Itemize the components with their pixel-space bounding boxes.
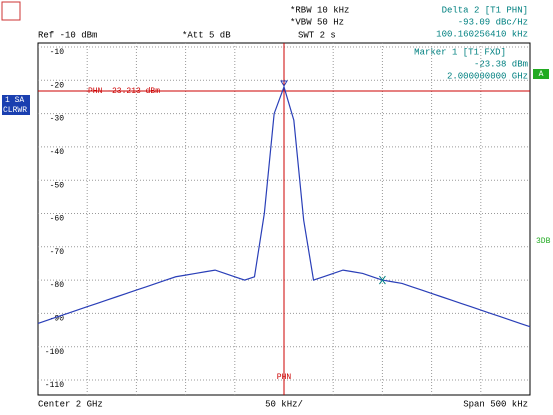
y-tick-label: -40 [50,148,65,157]
marker-2 [379,275,386,285]
phn-line-label: PHN -23.213 dBm [88,87,160,96]
vbw: *VBW 50 Hz [290,17,344,27]
y-tick-label: -110 [45,381,64,390]
y-tick-label: -90 [50,315,65,324]
a-box [533,69,549,79]
y-tick-label: -70 [50,248,65,257]
y-tick-label: -30 [50,115,65,124]
phn-marker-label: PHN [277,373,292,382]
y-tick-label: -100 [45,348,64,357]
marker-title: Marker 1 [T1 FXD] [414,47,506,57]
rbw: *RBW 10 kHz [290,5,349,15]
delta-title: Delta 2 [T1 PHN] [442,5,528,15]
attenuation: *Att 5 dB [182,30,231,40]
ref-level: Ref -10 dBm [38,30,97,40]
center-freq: Center 2 GHz [38,399,103,409]
y-tick-label: -60 [50,215,65,224]
delta-freq: 100.160256410 kHz [436,29,528,39]
a-label: A [539,70,544,79]
y-tick-label: -20 [50,81,65,90]
3db-label: 3DB [536,237,551,246]
trace-mode: CLRWR [3,106,27,115]
trace-id: 1 SA [5,96,24,105]
trace [37,85,531,328]
marker-freq: 2.000000000 GHz [447,71,528,81]
span: Span 500 kHz [463,399,528,409]
trace-box [2,95,30,115]
delta-level: -93.09 dBc/Hz [458,17,528,27]
freq-per-div: 50 kHz/ [265,399,303,409]
sweep-time: SWT 2 s [298,30,336,40]
logo [1,1,21,21]
marker-level: -23.38 dBm [474,59,528,69]
y-tick-label: -50 [50,181,65,190]
y-tick-label: -10 [50,48,65,57]
marker-1 [280,80,288,87]
y-tick-label: -80 [50,281,65,290]
